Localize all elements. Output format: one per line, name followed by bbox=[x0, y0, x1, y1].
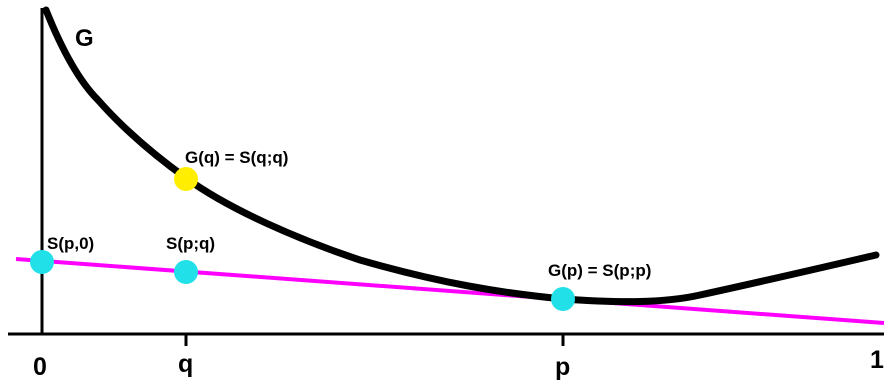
curve-label: G bbox=[75, 25, 94, 52]
label-s-p-q: S(p;q) bbox=[166, 234, 215, 253]
label-g-of-q: G(q) = S(q;q) bbox=[185, 148, 288, 167]
label-s-p-0: S(p,0) bbox=[47, 234, 94, 253]
point-s-p-q bbox=[174, 260, 198, 284]
curve-g bbox=[42, 6, 880, 306]
point-s-p-0 bbox=[30, 250, 54, 274]
point-g-of-p bbox=[551, 287, 575, 311]
point-g-of-q bbox=[174, 167, 198, 191]
tick-label-0: 0 bbox=[33, 353, 47, 381]
tick-label-q: q bbox=[178, 350, 193, 378]
tick-label-1: 1 bbox=[870, 346, 884, 374]
tangent-line bbox=[15, 257, 885, 325]
tick-label-p: p bbox=[555, 353, 570, 381]
label-g-of-p: G(p) = S(p;p) bbox=[548, 261, 651, 280]
